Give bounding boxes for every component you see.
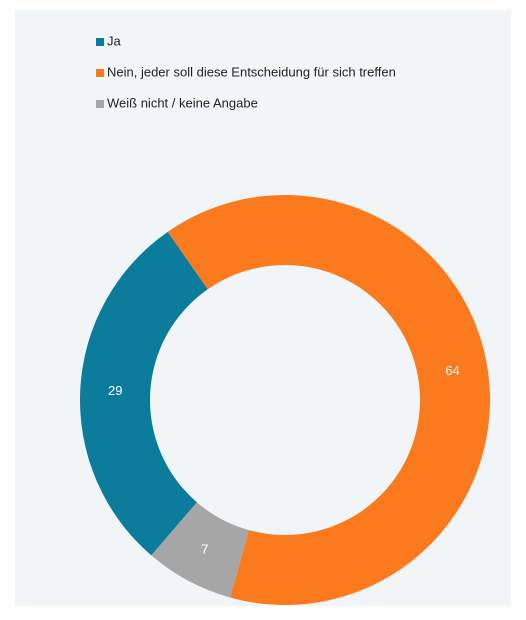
donut-segment xyxy=(167,194,491,605)
data-label: 7 xyxy=(201,541,208,556)
donut-segment xyxy=(151,502,249,598)
legend-swatch xyxy=(96,69,104,77)
legend-swatch xyxy=(96,38,104,46)
data-label: 64 xyxy=(445,363,459,378)
legend-label: Nein, jeder soll diese Entscheidung für … xyxy=(107,64,396,79)
legend-label: Ja xyxy=(107,33,122,48)
legend-swatch xyxy=(96,100,104,108)
data-label: 29 xyxy=(108,383,122,398)
legend-label: Weiß nicht / keine Angabe xyxy=(107,95,258,110)
donut-segment xyxy=(79,231,208,556)
